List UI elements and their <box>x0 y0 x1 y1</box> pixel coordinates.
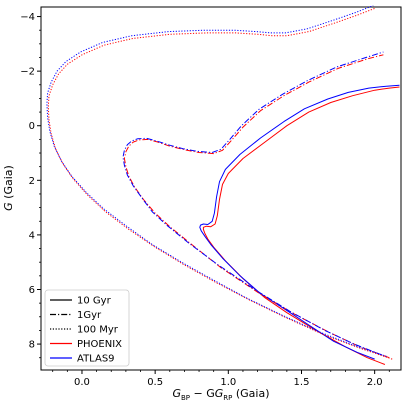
y-axis-label-main: G <box>2 202 15 211</box>
x-axis-label-main: G <box>172 387 181 400</box>
legend-label-100-myr: 100 Myr <box>77 325 119 336</box>
y-tick-label-1: −2 <box>20 67 35 78</box>
series-line-10-gyr-phoenix <box>202 86 400 365</box>
y-tick-label-4: 4 <box>29 230 35 241</box>
y-axis-label: G (Gaia) <box>2 165 15 211</box>
x-axis-label-main2: G <box>215 387 224 400</box>
ticks-layer: 0.0 0.5 1.0 1.5 2.0 −4 −2 0 2 4 6 8 <box>20 6 390 388</box>
legend-box <box>44 289 130 367</box>
y-axis-label-tail: (Gaia) <box>2 165 15 202</box>
y-tick-label-0: −4 <box>20 12 35 23</box>
x-tick-label-3: 1.5 <box>294 377 310 388</box>
x-axis-label-sub1: BP <box>181 394 190 402</box>
x-tick-label-0: 0.0 <box>74 377 90 388</box>
plot-frame <box>40 6 402 371</box>
legend-label-1gyr: 1Gyr <box>77 310 102 321</box>
y-tick-label-3: 2 <box>29 176 35 187</box>
x-tick-label-2: 1.0 <box>220 377 236 388</box>
legend-label-10-gyr: 10 Gyr <box>77 296 112 307</box>
x-axis-label-mid: − G <box>190 387 215 400</box>
y-tick-label-6: 8 <box>29 340 35 351</box>
x-tick-label-4: 2.0 <box>367 377 383 388</box>
y-tick-label-5: 6 <box>29 285 35 296</box>
x-tick-label-1: 0.5 <box>147 377 163 388</box>
x-axis-label: GBP − GGRP (Gaia) <box>172 387 269 402</box>
series-line-1gyr-phoenix <box>123 54 390 359</box>
series-line-1gyr-atlas9 <box>122 51 384 356</box>
y-tick-label-2: 0 <box>29 121 35 132</box>
legend-label-phoenix: PHOENIX <box>77 339 122 350</box>
series-line-10-gyr-atlas9 <box>199 84 400 360</box>
x-axis-label-tail: (Gaia) <box>232 387 269 400</box>
legend: 10 Gyr 1Gyr 100 Myr PHOENIX ATLAS9 <box>44 289 130 367</box>
series-line-100-myr-atlas9 <box>46 5 387 357</box>
series-layer <box>46 5 400 365</box>
legend-label-atlas9: ATLAS9 <box>77 354 115 365</box>
x-axis-label-sub2: RP <box>223 394 232 402</box>
